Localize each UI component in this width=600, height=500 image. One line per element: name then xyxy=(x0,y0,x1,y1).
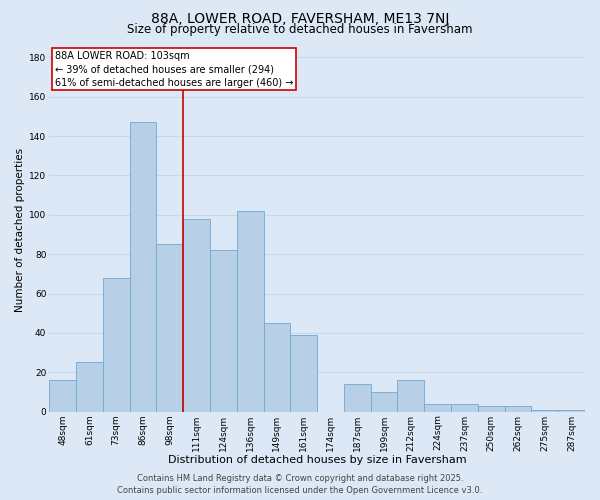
Bar xyxy=(371,392,397,411)
Text: 88A, LOWER ROAD, FAVERSHAM, ME13 7NJ: 88A, LOWER ROAD, FAVERSHAM, ME13 7NJ xyxy=(151,12,449,26)
X-axis label: Distribution of detached houses by size in Faversham: Distribution of detached houses by size … xyxy=(168,455,466,465)
Bar xyxy=(558,410,585,412)
Bar xyxy=(130,122,157,412)
Bar xyxy=(183,219,210,412)
Bar xyxy=(290,335,317,411)
Bar xyxy=(532,410,558,412)
Bar xyxy=(505,406,532,411)
Bar xyxy=(210,250,237,412)
Bar xyxy=(157,244,183,412)
Bar xyxy=(76,362,103,412)
Text: Size of property relative to detached houses in Faversham: Size of property relative to detached ho… xyxy=(127,22,473,36)
Bar xyxy=(424,404,451,411)
Bar xyxy=(397,380,424,412)
Bar xyxy=(451,404,478,411)
Bar xyxy=(263,323,290,412)
Text: Contains HM Land Registry data © Crown copyright and database right 2025.
Contai: Contains HM Land Registry data © Crown c… xyxy=(118,474,482,495)
Y-axis label: Number of detached properties: Number of detached properties xyxy=(15,148,25,312)
Bar xyxy=(344,384,371,411)
Bar xyxy=(478,406,505,411)
Text: 88A LOWER ROAD: 103sqm
← 39% of detached houses are smaller (294)
61% of semi-de: 88A LOWER ROAD: 103sqm ← 39% of detached… xyxy=(55,51,293,88)
Bar xyxy=(103,278,130,411)
Bar xyxy=(49,380,76,412)
Bar xyxy=(237,211,263,412)
